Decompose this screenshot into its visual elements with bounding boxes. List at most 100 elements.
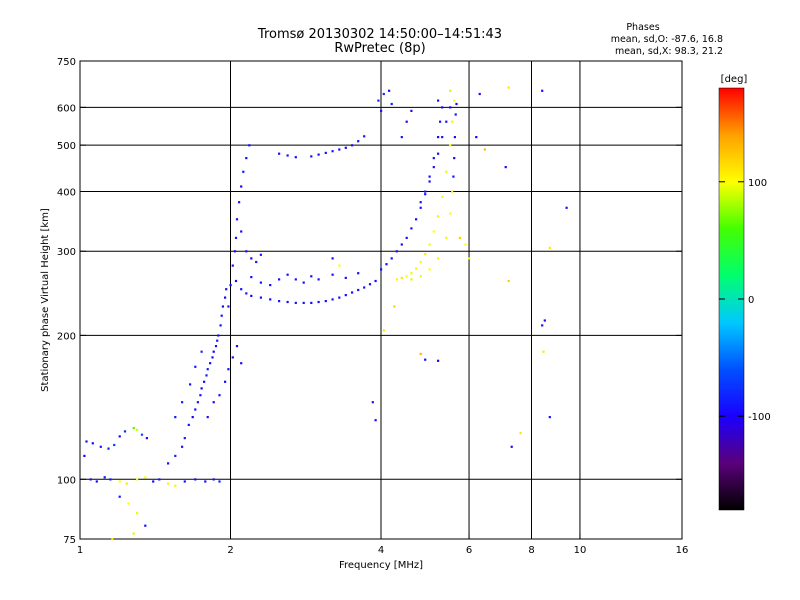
data-point (214, 345, 218, 348)
data-point (393, 305, 396, 308)
data-point (224, 296, 227, 299)
data-point (419, 352, 422, 355)
data-point (453, 136, 456, 139)
data-point (189, 383, 192, 386)
data-point (449, 144, 452, 147)
data-point (357, 140, 360, 143)
data-points (83, 86, 568, 541)
data-point (212, 478, 215, 481)
colorbar-unit: [deg] (721, 74, 748, 85)
data-point (194, 365, 197, 368)
data-point (83, 454, 86, 457)
data-point (220, 314, 223, 317)
data-point (302, 281, 305, 284)
data-point (199, 394, 202, 397)
data-point (218, 480, 221, 483)
data-point (324, 151, 327, 154)
data-point (432, 166, 435, 169)
data-point (310, 275, 313, 278)
data-point (212, 401, 215, 404)
data-point (245, 292, 248, 295)
data-point (382, 92, 385, 96)
data-point (221, 305, 224, 308)
y-tick-label: 75 (63, 535, 76, 546)
data-point (400, 276, 403, 279)
data-point (152, 480, 155, 483)
data-point (371, 401, 374, 404)
data-point (368, 283, 372, 286)
data-point (483, 148, 486, 151)
stats-heading: Phases (626, 22, 659, 33)
data-point (441, 106, 444, 109)
data-point (519, 432, 522, 435)
data-point (225, 288, 228, 291)
y-axis-ticks: 75 100 200 300 400 500 600 750 (57, 57, 682, 546)
data-point (432, 157, 435, 160)
data-point (363, 286, 366, 289)
data-point (240, 288, 243, 291)
data-point (132, 427, 135, 430)
data-point (183, 437, 186, 440)
colorbar-ticks: 100 0 -100 (719, 178, 771, 423)
x-tick-label: 16 (676, 545, 689, 556)
data-point (174, 454, 177, 457)
y-tick-label: 600 (57, 103, 76, 114)
data-point (194, 408, 197, 411)
data-point (245, 157, 248, 160)
data-point (259, 281, 262, 284)
data-point (410, 227, 413, 230)
data-point (363, 135, 366, 138)
data-point (242, 170, 245, 173)
data-point (449, 106, 452, 109)
data-point (395, 278, 398, 281)
data-point (437, 257, 440, 260)
data-point (125, 482, 128, 485)
data-point (419, 201, 422, 204)
data-point (428, 180, 431, 183)
x-tick-label: 1 (77, 545, 83, 556)
chart-title-line1: Tromsø 20130302 14:50:00–14:51:43 (257, 27, 502, 42)
x-axis-ticks: 1 2 4 6 8 10 16 (77, 533, 689, 556)
data-point (205, 374, 208, 377)
data-point (351, 144, 354, 147)
data-point (206, 416, 209, 419)
data-point (344, 276, 347, 279)
data-point (424, 190, 427, 193)
y-tick-label: 200 (57, 331, 76, 342)
data-point (405, 236, 408, 239)
data-point (548, 246, 551, 249)
data-point (338, 264, 341, 267)
data-point (209, 362, 212, 365)
data-point (445, 236, 448, 239)
data-point (441, 136, 444, 139)
y-axis-label: Stationary phase Virtual Height [km] (40, 208, 51, 392)
data-point (183, 480, 186, 483)
data-point (382, 329, 385, 332)
data-point (310, 301, 313, 304)
data-point (294, 278, 297, 281)
data-point (351, 291, 354, 294)
data-point (103, 476, 106, 479)
data-point (455, 102, 458, 106)
data-point (453, 99, 456, 102)
data-point (174, 416, 177, 419)
data-point (419, 275, 422, 278)
data-point (235, 345, 239, 348)
data-point (374, 419, 377, 422)
data-point (331, 273, 334, 276)
data-point (278, 278, 281, 281)
data-point (374, 279, 377, 283)
stats-x-mode: mean, sd,X: 98.3, 21.2 (615, 46, 723, 57)
data-point (437, 359, 440, 362)
chart-title-line2: RwPretec (8p) (334, 41, 425, 56)
data-point (118, 480, 121, 483)
data-point (357, 272, 360, 275)
data-point (310, 155, 313, 158)
data-point (294, 156, 297, 159)
data-point (259, 253, 262, 256)
data-point (200, 350, 203, 353)
data-point (227, 368, 230, 371)
data-point (510, 445, 513, 448)
data-point (238, 201, 241, 204)
data-point (204, 480, 207, 483)
